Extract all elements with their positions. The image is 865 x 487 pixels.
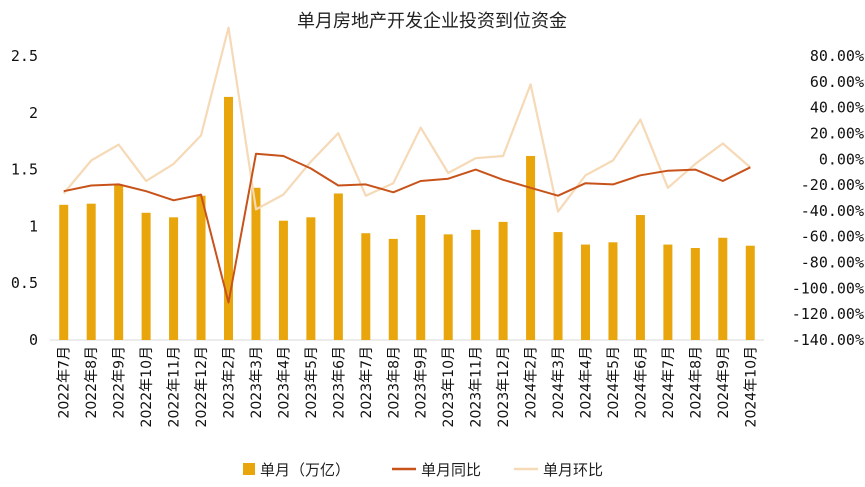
legend-swatch bbox=[243, 463, 255, 475]
yoy-line bbox=[63, 152, 751, 304]
x-tick-label: 2023年12月 bbox=[496, 346, 512, 427]
x-tick-label: 2023年9月 bbox=[414, 346, 430, 419]
x-tick-label: 2023年8月 bbox=[386, 346, 402, 419]
x-tick-label: 2022年9月 bbox=[112, 346, 128, 419]
x-tick-label: 2022年7月 bbox=[57, 346, 73, 419]
bar bbox=[278, 220, 288, 340]
right-tick-label: 60.00% bbox=[810, 73, 864, 91]
x-tick-label: 2024年7月 bbox=[661, 346, 677, 419]
left-tick-label: 0.5 bbox=[11, 274, 38, 292]
legend-label: 单月环比 bbox=[543, 461, 603, 479]
x-tick-label: 2024年3月 bbox=[551, 346, 567, 419]
right-tick-label: 0.00% bbox=[819, 150, 864, 168]
x-tick-label: 2024年5月 bbox=[606, 346, 622, 419]
right-tick-label: -100.00% bbox=[792, 279, 864, 297]
left-tick-label: 2 bbox=[29, 104, 38, 122]
bar bbox=[498, 221, 508, 340]
bar bbox=[581, 244, 590, 340]
legend-label: 单月（万亿） bbox=[260, 461, 350, 479]
x-tick-label: 2023年6月 bbox=[331, 346, 347, 419]
right-tick-label: -140.00% bbox=[792, 331, 864, 349]
x-tick-label: 2023年3月 bbox=[249, 346, 265, 419]
bar bbox=[388, 238, 398, 340]
x-axis-ticks: 2022年7月 2022年8月 2022年9月 2022年10月 2022年11月 202… bbox=[57, 346, 760, 427]
x-tick-label: 2023年4月 bbox=[276, 346, 292, 419]
x-tick-label: 2024年2月 bbox=[524, 346, 540, 419]
line-series bbox=[62, 26, 752, 304]
bar bbox=[690, 247, 700, 340]
right-tick-label: 80.00% bbox=[810, 47, 864, 65]
x-tick-label: 2022年10月 bbox=[139, 346, 155, 427]
left-tick-label: 2.5 bbox=[11, 47, 38, 65]
left-axis-ticks: 0 0.5 1 1.5 2 2.5 bbox=[11, 47, 38, 349]
bar bbox=[635, 215, 645, 340]
x-tick-label: 2022年12月 bbox=[194, 346, 210, 427]
bar bbox=[526, 155, 536, 340]
bar bbox=[196, 195, 206, 340]
x-tick-label: 2022年8月 bbox=[84, 346, 100, 419]
bar bbox=[224, 96, 233, 340]
x-tick-label: 2024年10月 bbox=[743, 346, 759, 427]
bar bbox=[608, 242, 618, 340]
x-tick-label: 2023年5月 bbox=[304, 346, 320, 419]
x-tick-label: 2024年9月 bbox=[716, 346, 732, 419]
x-tick-label: 2022年11月 bbox=[167, 346, 183, 427]
left-tick-label: 1 bbox=[29, 217, 38, 235]
bar bbox=[745, 245, 755, 340]
bar bbox=[141, 212, 151, 340]
bar bbox=[114, 185, 124, 340]
right-tick-label: -40.00% bbox=[801, 202, 864, 220]
right-tick-label: -120.00% bbox=[792, 305, 864, 323]
legend: 单月（万亿） 单月同比 单月环比 bbox=[243, 461, 603, 479]
left-tick-label: 1.5 bbox=[11, 161, 38, 179]
bar bbox=[59, 204, 69, 340]
right-axis-ticks: 80.00% 60.00% 40.00% 20.00% 0.00% -20.00% -40.… bbox=[792, 47, 864, 349]
left-tick-label: 0 bbox=[29, 331, 38, 349]
bar-series bbox=[59, 96, 755, 340]
bar bbox=[416, 215, 426, 340]
right-tick-label: -60.00% bbox=[801, 228, 864, 246]
x-tick-label: 2024年4月 bbox=[579, 346, 595, 419]
bar bbox=[443, 234, 453, 340]
bar bbox=[663, 244, 673, 340]
x-tick-label: 2023年11月 bbox=[469, 346, 485, 427]
bar bbox=[471, 229, 481, 340]
mom-line bbox=[62, 26, 752, 213]
legend-label: 单月同比 bbox=[421, 461, 481, 479]
bar bbox=[251, 187, 261, 340]
x-tick-label: 2023年7月 bbox=[359, 346, 375, 419]
right-tick-label: -80.00% bbox=[801, 254, 864, 272]
bar bbox=[306, 217, 316, 340]
bar bbox=[169, 217, 179, 340]
bar bbox=[718, 237, 728, 340]
bar bbox=[361, 233, 371, 340]
bar bbox=[86, 203, 96, 340]
bar bbox=[553, 232, 563, 340]
right-tick-label: 40.00% bbox=[810, 99, 864, 117]
x-tick-label: 2023年10月 bbox=[441, 346, 457, 427]
x-tick-label: 2023年2月 bbox=[222, 346, 238, 419]
x-tick-label: 2024年8月 bbox=[688, 346, 704, 419]
x-tick-label: 2024年6月 bbox=[633, 346, 649, 419]
right-tick-label: 20.00% bbox=[810, 124, 864, 142]
right-tick-label: -20.00% bbox=[801, 176, 864, 194]
chart-title: 单月房地产开发企业投资到位资金 bbox=[297, 11, 567, 32]
bar bbox=[333, 193, 343, 340]
